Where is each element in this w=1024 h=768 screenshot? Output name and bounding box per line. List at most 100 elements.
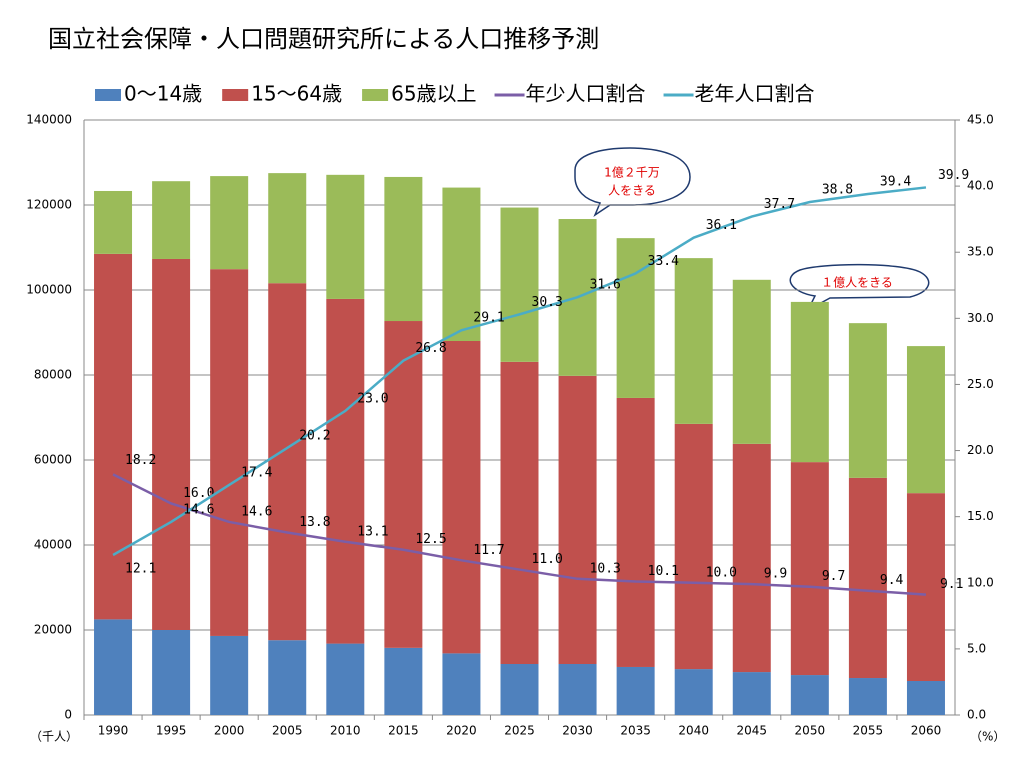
x-tick-label: 2050 (795, 724, 826, 738)
data-label: 12.1 (125, 562, 156, 577)
data-label: 36.1 (706, 218, 737, 233)
data-label: 9.4 (880, 573, 904, 588)
bar (906, 493, 945, 681)
bar (616, 666, 655, 715)
bar (790, 301, 829, 463)
bar (442, 187, 481, 341)
y2-tick-label: 35.0 (967, 245, 994, 259)
x-tick-label: 2040 (678, 724, 709, 738)
bar (732, 443, 771, 673)
data-label: 23.0 (357, 391, 388, 406)
data-label: 20.2 (299, 428, 330, 443)
data-label: 26.8 (415, 341, 446, 356)
bar (210, 635, 249, 715)
bar (790, 462, 829, 676)
bar (732, 279, 771, 444)
bar (616, 397, 655, 667)
y-tick-label: 100000 (26, 283, 72, 297)
data-label: 10.0 (706, 565, 737, 580)
y2-tick-label: 45.0 (967, 113, 994, 127)
x-tick-label: 1990 (98, 724, 129, 738)
bar (848, 477, 887, 679)
data-label: 9.7 (822, 569, 845, 584)
data-label: 39.4 (880, 175, 911, 190)
bar (384, 176, 423, 322)
bar (268, 173, 307, 284)
bar (94, 253, 133, 620)
x-tick-label: 2055 (853, 724, 884, 738)
y-tick-label: 140000 (26, 113, 72, 127)
data-label: 14.6 (183, 502, 214, 517)
callout-text: １億人をきる (821, 276, 893, 290)
bar (152, 630, 191, 715)
data-label: 18.2 (125, 453, 156, 468)
bar (326, 298, 365, 644)
bar (442, 341, 481, 654)
data-label: 16.0 (183, 486, 214, 501)
bar (94, 619, 133, 715)
data-label: 13.1 (357, 524, 388, 539)
y2-tick-label: 5.0 (967, 641, 986, 655)
bar (442, 653, 481, 715)
y2-tick-label: 30.0 (967, 311, 994, 325)
bar (500, 361, 539, 664)
y-tick-label: 120000 (26, 198, 72, 212)
data-label: 38.8 (822, 182, 853, 197)
bar (558, 664, 597, 715)
data-label: 11.0 (532, 552, 563, 567)
bar (210, 269, 249, 636)
data-label: 17.4 (241, 465, 272, 480)
x-tick-label: 2035 (620, 724, 651, 738)
y2-unit: （%） (970, 730, 1005, 744)
bar (384, 647, 423, 715)
bar (906, 346, 945, 494)
y-tick-label: 0 (64, 708, 72, 722)
callout-bubble (574, 147, 691, 217)
chart-title: 国立社会保障・人口問題研究所による人口推移予測 (48, 25, 599, 53)
x-tick-label: 2020 (446, 724, 477, 738)
x-tick-label: 2045 (736, 724, 767, 738)
y2-tick-label: 40.0 (967, 179, 994, 193)
bar (152, 181, 191, 259)
x-tick-label: 2060 (911, 724, 942, 738)
bar (732, 672, 771, 715)
bar (326, 643, 365, 715)
x-tick-label: 2005 (272, 724, 303, 738)
legend-label: 15～64歳 (251, 82, 342, 106)
callout-1: 1億２千万 人をきる (574, 147, 691, 217)
bar (848, 678, 887, 715)
data-label: 14.6 (241, 504, 272, 519)
y2-tick-label: 25.0 (967, 377, 994, 391)
legend-swatch (95, 89, 121, 101)
bar (674, 258, 713, 424)
legend-label: 0～14歳 (124, 82, 202, 106)
data-label: 29.1 (473, 311, 504, 326)
legend-label: 65歳以上 (391, 82, 476, 106)
x-tick-label: 2015 (388, 724, 419, 738)
y-tick-label: 40000 (34, 538, 72, 552)
y-tick-label: 20000 (34, 623, 72, 637)
bar (384, 321, 423, 648)
legend-swatch (222, 89, 249, 101)
legend-swatch (362, 89, 389, 101)
line (112, 473, 927, 596)
y-tick-label: 60000 (34, 453, 72, 467)
data-label: 9.9 (764, 567, 787, 582)
x-tick-label: 2010 (330, 724, 361, 738)
y2-tick-label: 20.0 (967, 443, 994, 457)
bar (500, 664, 539, 715)
callout-text: 人をきる (608, 184, 656, 198)
legend: 0～14歳 15～64歳 65歳以上 年少人口割合 老年人口割合 (95, 82, 815, 106)
x-tick-label: 2030 (562, 724, 593, 738)
bar (268, 640, 307, 715)
data-label: 31.6 (590, 278, 621, 293)
bar (790, 675, 829, 715)
data-label: 39.9 (938, 168, 969, 183)
bar (674, 669, 713, 715)
legend-label: 年少人口割合 (526, 82, 646, 106)
bar (268, 283, 307, 641)
bar (500, 207, 539, 362)
bar (674, 423, 713, 670)
y2-tick-label: 15.0 (967, 509, 994, 523)
callout-text: 1億２千万 (604, 166, 660, 180)
